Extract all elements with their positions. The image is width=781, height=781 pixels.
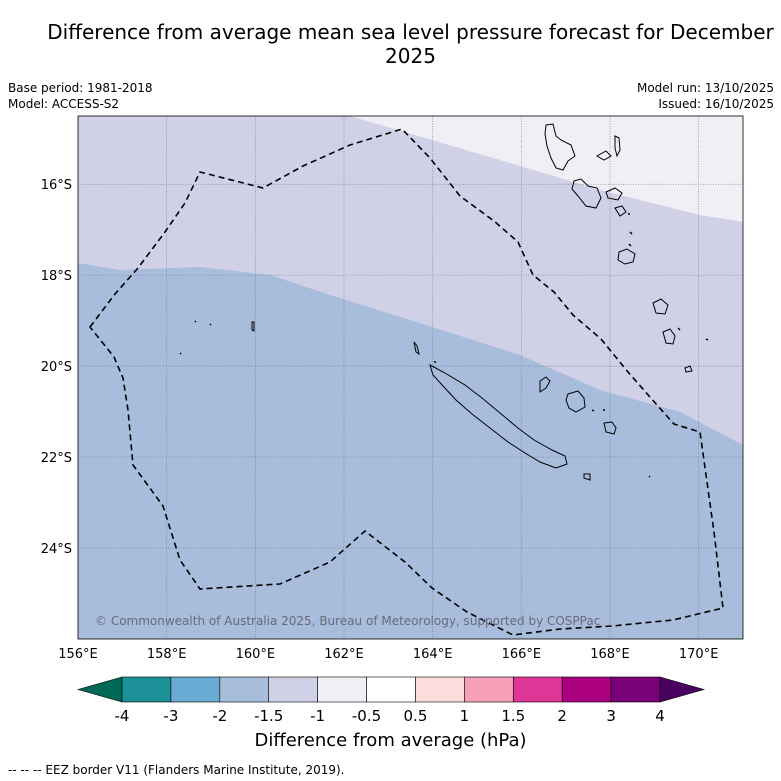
lat-tick-label: 18°S (41, 269, 72, 284)
colorbar-tick-label: -4 (115, 707, 130, 725)
colorbar-swatch (317, 676, 367, 703)
colorbar-swatch (415, 676, 465, 703)
colorbar-swatch (366, 676, 416, 703)
colorbar-tick-label: 1.5 (501, 707, 525, 725)
loyalty-islands-mare (603, 421, 617, 435)
colorbar-swatch (464, 676, 514, 703)
meta-left: Base period: 1981-2018 Model: ACCESS-S2 (8, 80, 153, 112)
colorbar-tick-label: -3 (163, 707, 178, 725)
belep-islands (413, 341, 420, 356)
colorbar-tick-label: -2 (212, 707, 227, 725)
gridlines (78, 116, 743, 639)
pentecost-island (614, 135, 621, 158)
espiritu-santo-island (544, 123, 576, 171)
colorbar-swatch (121, 676, 172, 703)
copyright-notice: © Commonwealth of Australia 2025, Bureau… (95, 614, 601, 628)
chesterfield-islet (251, 321, 255, 332)
colorbar-swatch (610, 676, 661, 703)
loyalty-islands-ouvea (539, 376, 551, 393)
colorbar-tick-label: -1.5 (254, 707, 283, 725)
colorbar-xlabel: Difference from average (hPa) (254, 730, 527, 751)
epi-island (614, 205, 627, 217)
meta-right: Model run: 13/10/2025 Issued: 16/10/2025 (637, 80, 774, 112)
map-area[interactable] (78, 116, 743, 639)
small-islets (179, 213, 709, 478)
colorbar-tick-label: 0.5 (404, 707, 428, 725)
tanna-island (662, 328, 676, 345)
base-period: Base period: 1981-2018 (8, 81, 153, 95)
map-frame (77, 115, 744, 640)
lon-tick-label: 168°E (590, 647, 630, 662)
lon-tick-label: 166°E (502, 647, 542, 662)
colorbar-tick-label: -0.5 (352, 707, 381, 725)
colorbar-tick-label: 3 (606, 707, 616, 725)
map-title: Difference from average mean sea level p… (47, 20, 774, 68)
ambrym-island (605, 187, 623, 201)
colorbar-tick-label: 2 (557, 707, 567, 725)
erromango-island (652, 298, 669, 315)
lon-tick-label: 164°E (413, 647, 453, 662)
eez-legend-footer: -- -- -- EEZ border V11 (Flanders Marine… (8, 763, 345, 777)
malekula-island (571, 178, 602, 209)
model-name: Model: ACCESS-S2 (8, 97, 120, 111)
lat-tick-label: 16°S (41, 178, 72, 193)
colorbar-swatch (219, 676, 270, 703)
efate-island (617, 248, 636, 265)
colorbar-swatch (268, 676, 318, 703)
colorbar-extend-low (76, 676, 123, 703)
colorbar-swatch (512, 676, 563, 703)
lon-tick-label: 162°E (324, 647, 364, 662)
lon-tick-label: 158°E (147, 647, 187, 662)
new-caledonia-island (429, 363, 568, 469)
region-minus1-to-minus0-5 (350, 116, 743, 222)
lat-tick-label: 22°S (41, 451, 72, 466)
isle-of-pines (583, 473, 591, 481)
lon-tick-label: 156°E (58, 647, 98, 662)
colorbar-tick-label: 1 (460, 707, 470, 725)
colorbar-extend-high (659, 676, 706, 703)
lon-tick-label: 170°E (679, 647, 719, 662)
lat-tick-label: 24°S (41, 542, 72, 557)
colorbar-tick-label: 4 (655, 707, 665, 725)
lat-tick-label: 20°S (41, 360, 72, 375)
colorbar: -4 -3 -2 -1.5 -1 -0.5 0.5 1 1.5 2 3 4 (76, 676, 706, 725)
lon-tick-label: 160°E (236, 647, 276, 662)
model-run: Model run: 13/10/2025 (636, 81, 774, 95)
issued-date: Issued: 16/10/2025 (658, 97, 774, 111)
colorbar-tick-label: -1 (310, 707, 325, 725)
eez-border (88, 128, 724, 636)
region-minus1-5-to-minus1 (78, 116, 743, 445)
axis-ticks: 156°E 158°E 160°E 162°E 164°E 166°E 168°E 170°E… (41, 178, 719, 662)
loyalty-islands-lifou (565, 390, 586, 413)
colorbar-swatch (170, 676, 221, 703)
colorbar-swatch (561, 676, 612, 703)
maewo-island (595, 150, 612, 161)
aneityum-island (684, 365, 693, 373)
